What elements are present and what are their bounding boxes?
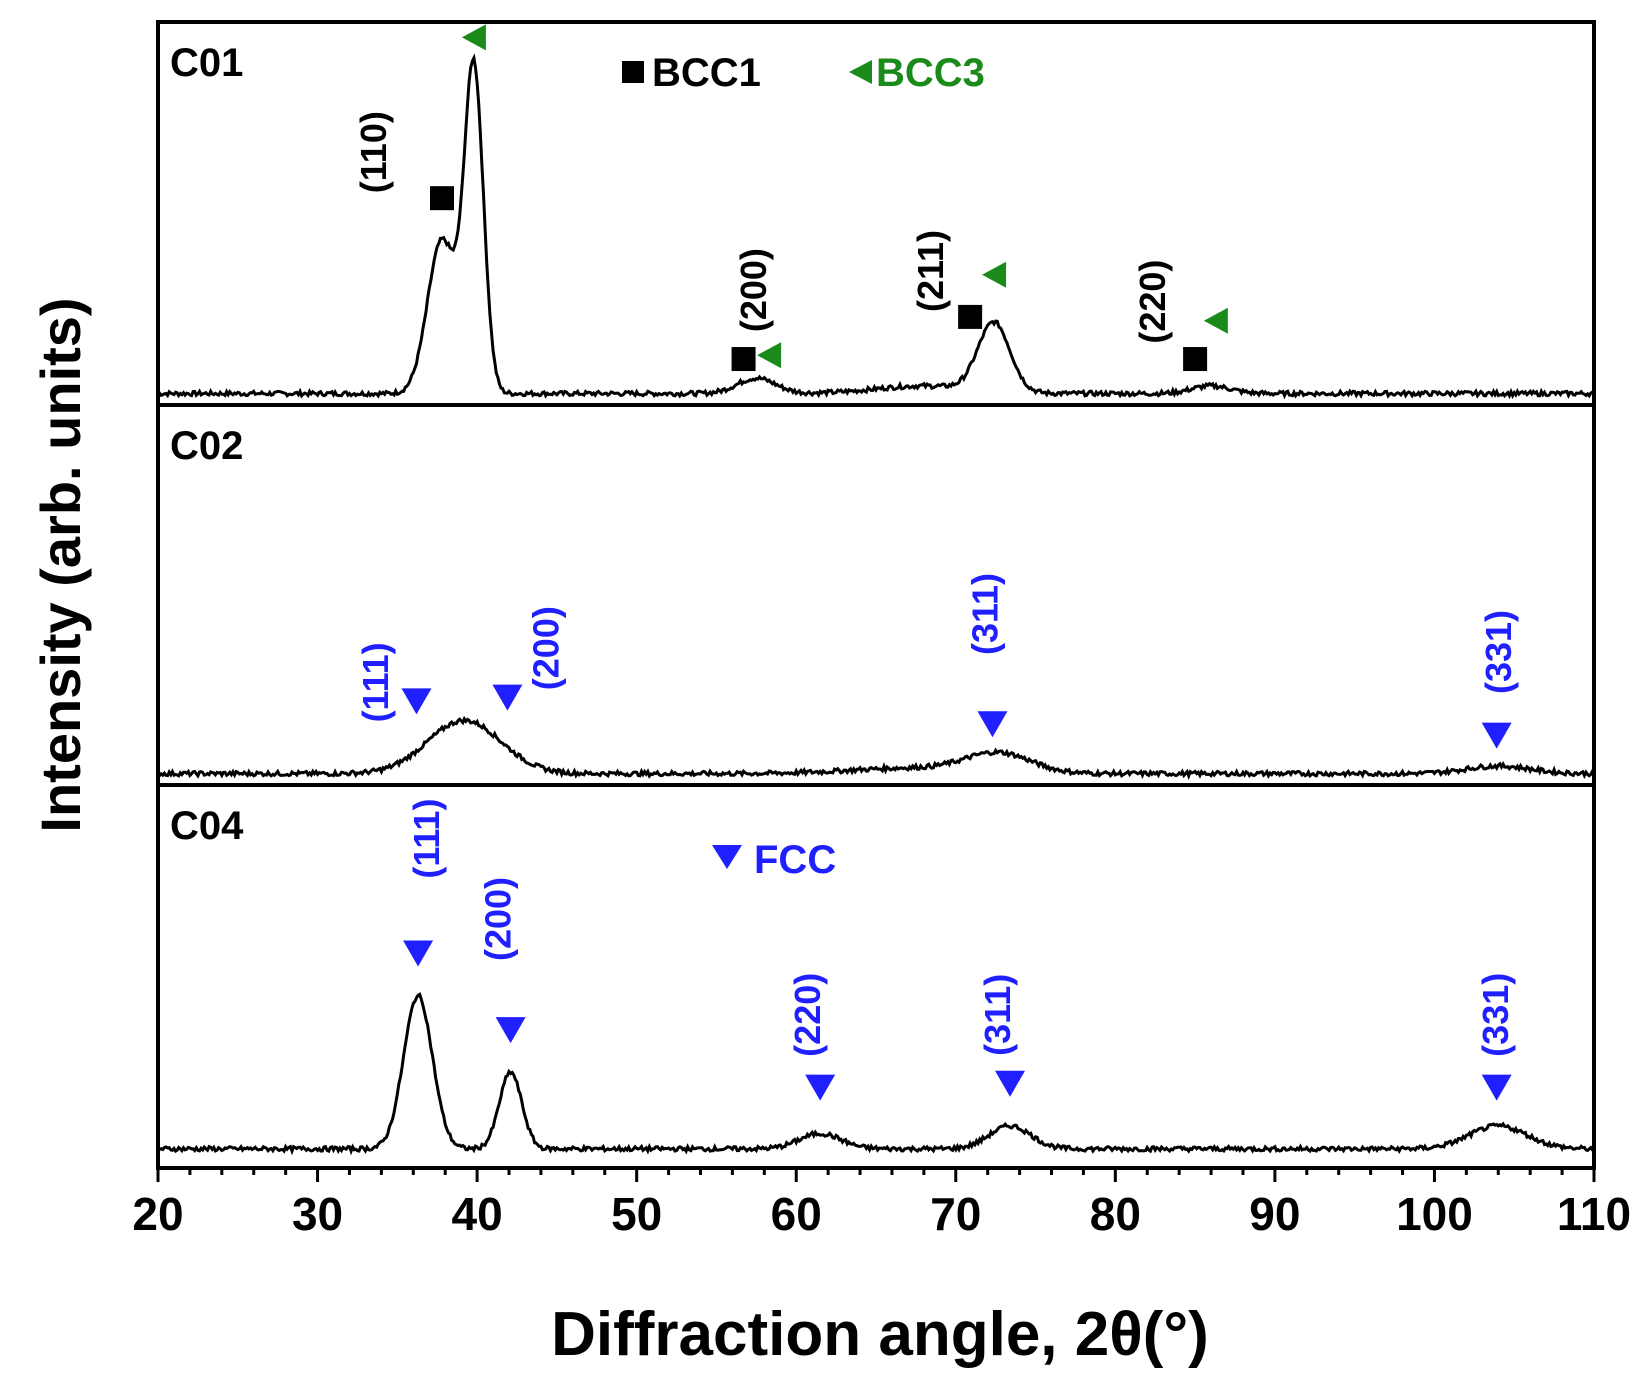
x-axis-label: Diffraction angle, 2θ(°)	[551, 1300, 1209, 1369]
legend-bcc1-symbol	[622, 61, 644, 83]
fcc-marker	[401, 688, 432, 715]
panel-label: C01	[170, 41, 243, 85]
x-tick-label: 30	[292, 1188, 343, 1240]
pattern-line-c01	[157, 53, 1595, 400]
legend-bcc1-label: BCC1	[652, 51, 761, 95]
x-tick-label: 100	[1396, 1188, 1473, 1240]
x-tick-label: 90	[1249, 1188, 1300, 1240]
x-tick-label: 110	[1557, 1188, 1631, 1240]
bcc1-marker	[1183, 347, 1208, 372]
panel-c04: C04 (111) (200) (220) (311) (331) FCC	[156, 783, 1596, 1170]
x-tick-label: 80	[1090, 1188, 1141, 1240]
hkl-label: (331)	[1475, 973, 1516, 1057]
x-tick-label: 20	[132, 1188, 183, 1240]
hkl-label: (331)	[1478, 610, 1519, 694]
bcc1-marker	[731, 347, 756, 372]
hkl-label: (311)	[964, 573, 1005, 655]
x-tick-label: 50	[611, 1188, 662, 1240]
y-axis-label: Intensity (arb. units)	[29, 297, 92, 832]
bcc1-marker	[430, 186, 455, 211]
bcc1-marker	[958, 304, 983, 329]
panel-label: C02	[170, 424, 243, 468]
legend-bcc3-symbol	[849, 60, 872, 84]
x-tick-label: 70	[930, 1188, 981, 1240]
fcc-marker	[1481, 1074, 1512, 1101]
axis-layer: 20 30 40 50 60 70 80 90 100 110	[132, 1168, 1631, 1240]
hkl-label: (200)	[526, 606, 567, 690]
legend-fcc-label: FCC	[754, 838, 836, 882]
legend-fcc-symbol	[712, 845, 742, 869]
x-tick-label: 40	[452, 1188, 503, 1240]
panel-label: C04	[170, 804, 244, 848]
bcc3-marker	[982, 261, 1007, 288]
bcc3-marker	[757, 342, 782, 369]
panel-frame	[156, 783, 1596, 1170]
panel-frame	[156, 403, 1596, 787]
hkl-label: (311)	[977, 974, 1018, 1056]
panel-c01: C01 (110) (200) (211) (220) BCC1 BCC3	[156, 20, 1596, 407]
hkl-label: (111)	[406, 799, 447, 879]
fcc-marker	[495, 1017, 526, 1044]
hkl-label: (220)	[787, 973, 828, 1057]
hkl-label: (220)	[1132, 260, 1173, 344]
hkl-label: (110)	[353, 111, 394, 193]
panels-layer: C01 (110) (200) (211) (220) BCC1 BCC3 C02 (111) (…	[156, 20, 1596, 1170]
fcc-marker	[805, 1074, 836, 1101]
fcc-marker	[492, 684, 523, 711]
fcc-marker	[1481, 722, 1512, 749]
fcc-marker	[977, 711, 1008, 738]
legend-bcc3-label: BCC3	[876, 51, 985, 95]
pattern-line-c02	[156, 715, 1595, 781]
x-tick-label: 60	[771, 1188, 822, 1240]
hkl-label: (211)	[910, 230, 951, 312]
legend-fcc: FCC	[712, 838, 836, 882]
legend-bcc: BCC1 BCC3	[622, 51, 985, 95]
hkl-label: (200)	[478, 877, 519, 961]
bcc3-marker	[461, 24, 486, 51]
fcc-marker	[403, 940, 434, 967]
hkl-label: (111)	[355, 642, 396, 722]
hkl-label: (200)	[733, 248, 774, 332]
pattern-line-c04	[156, 992, 1596, 1156]
fcc-marker	[995, 1070, 1026, 1097]
panel-c02: C02 (111) (200) (311) (331)	[156, 403, 1596, 787]
bcc3-marker	[1203, 307, 1228, 334]
